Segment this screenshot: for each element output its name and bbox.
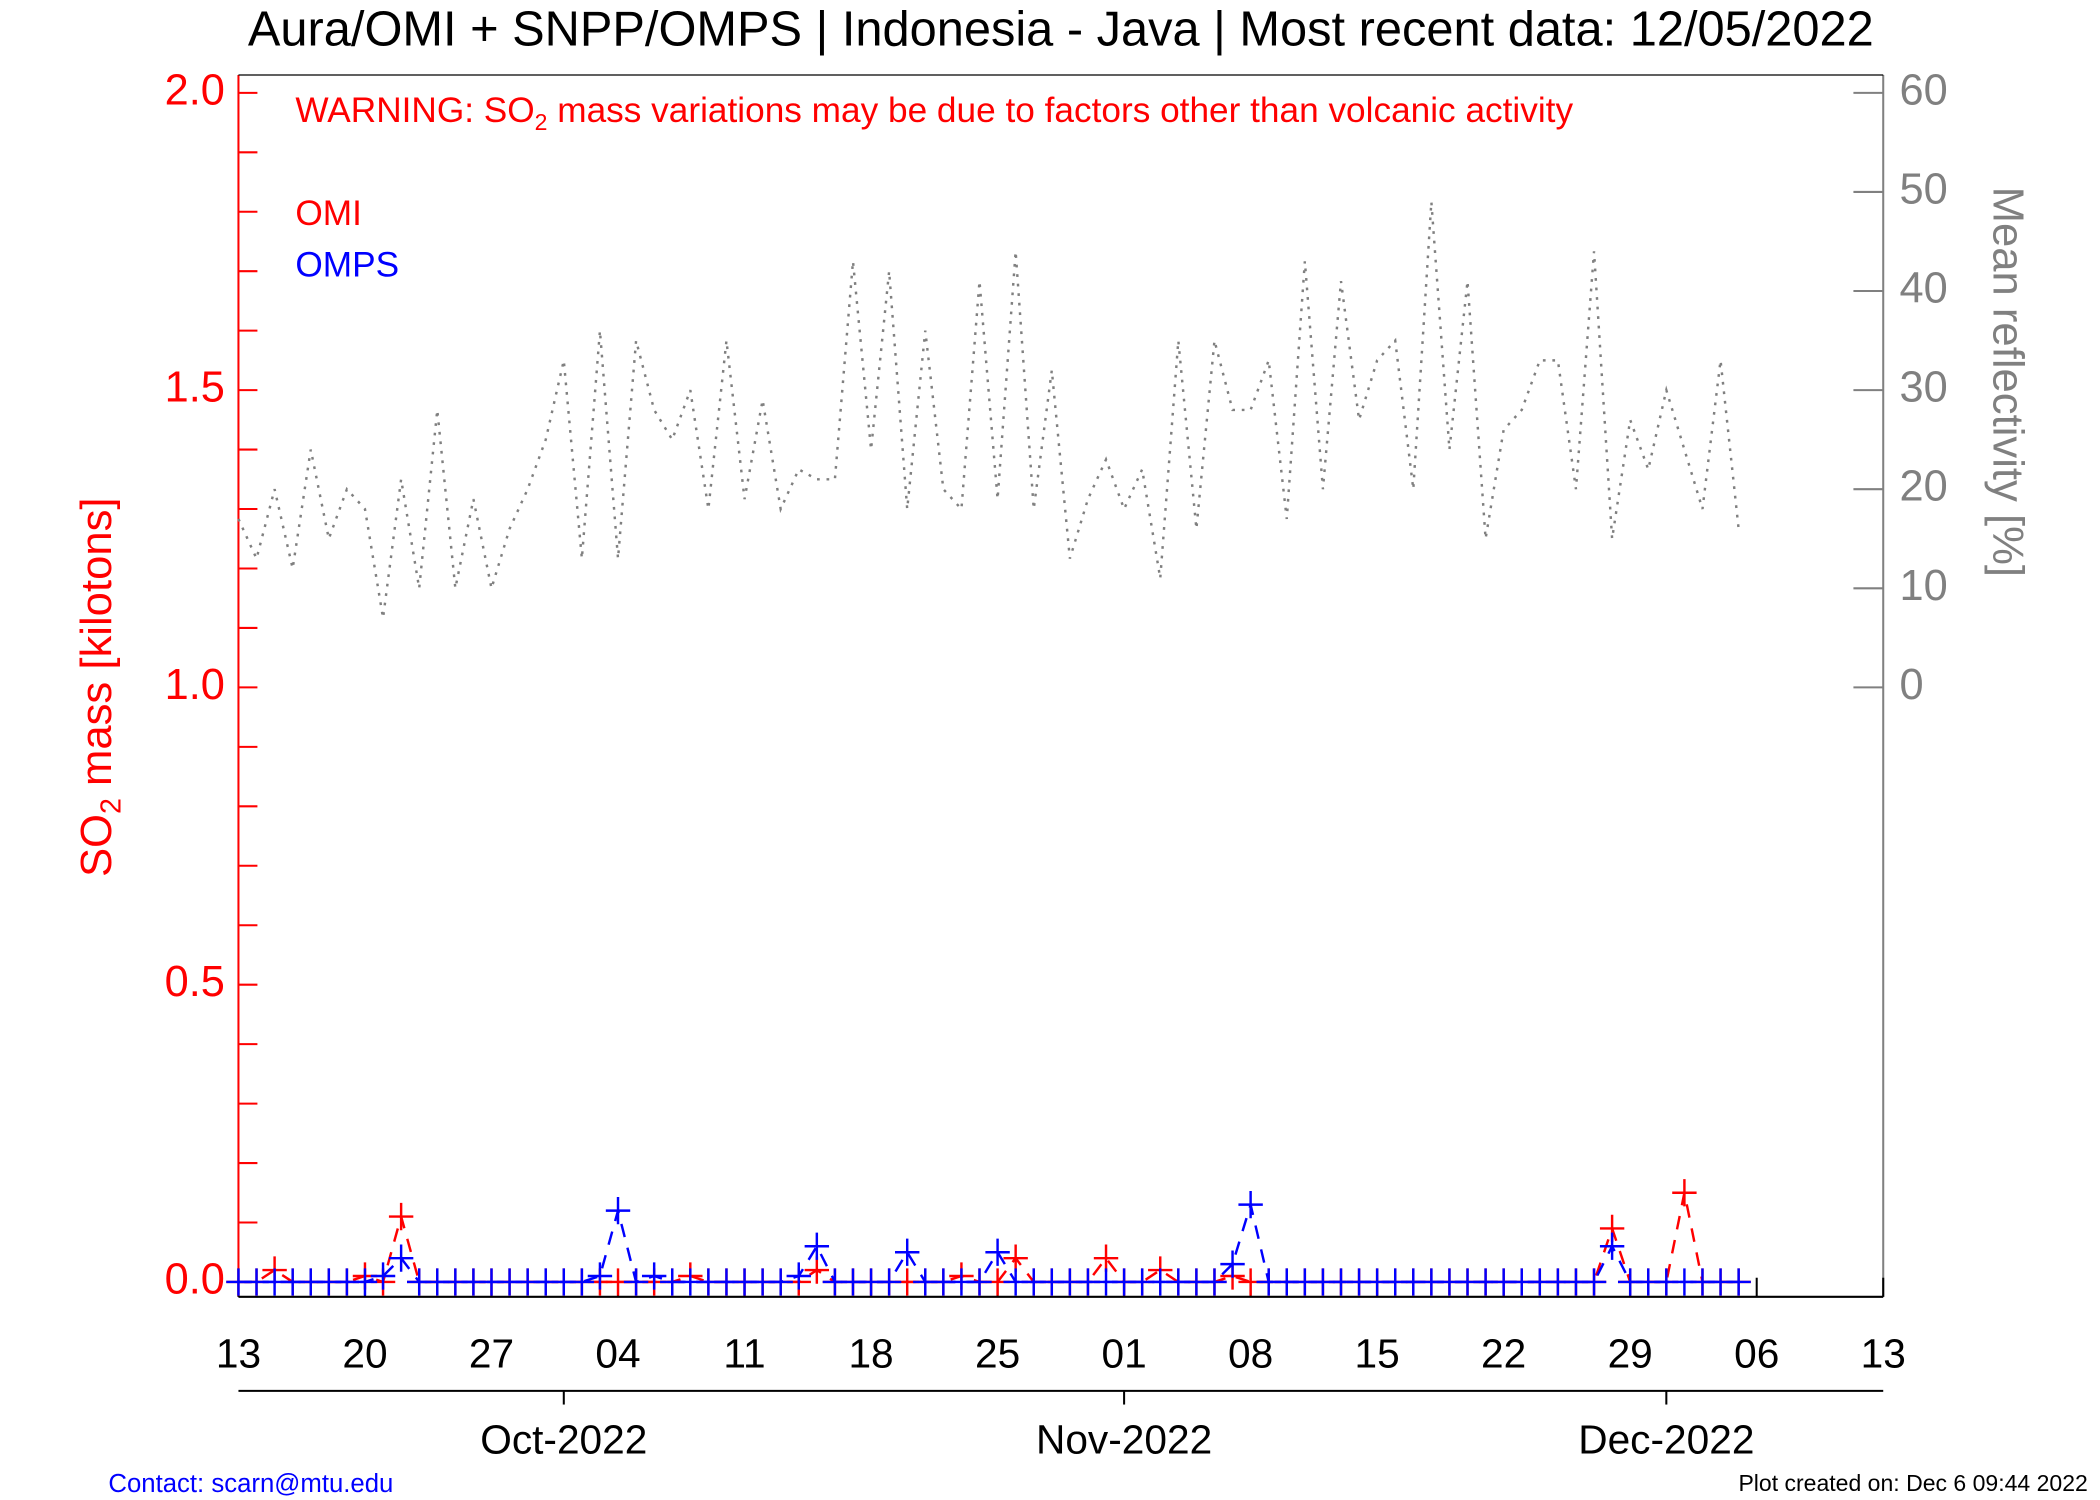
x-tick-label: 13 [216,1330,261,1376]
series-marker [1093,1244,1119,1272]
x-tick-label: 18 [848,1330,893,1376]
x-tick-label: 04 [595,1330,640,1376]
x-tick-label: 01 [1101,1330,1146,1376]
x-tick-label: 13 [1861,1330,1906,1376]
y-axis-label-subscript: 2 [95,798,127,814]
y2-axis-label: Mean reflectivity [%] [1984,187,2032,577]
warning: WARNING: SO2 mass variations may be due … [295,91,1573,135]
warning-text: mass variations may be due to factors ot… [547,91,1573,130]
series-marker [876,1268,902,1296]
reflectivity-line [237,201,1740,619]
y-tick-label: 0.5 [165,958,225,1006]
warning-subscript: 2 [535,109,548,135]
series-marker [1238,1191,1263,1219]
series-marker [804,1232,830,1260]
x-tick-label: 25 [975,1330,1020,1376]
series-marker [1202,1268,1227,1296]
series-marker [352,1268,378,1296]
x-tick-label: 11 [723,1330,765,1376]
y-tick-label: 0.0 [165,1255,225,1303]
month-tick-label: Dec-2022 [1578,1416,1754,1462]
series-marker [895,1238,920,1266]
series-marker [1726,1268,1751,1296]
x-tick-label: 22 [1481,1330,1526,1376]
y-tick-label: 1.0 [165,661,225,709]
x-tick-label: 27 [469,1330,514,1376]
month-tick-label: Oct-2022 [480,1416,647,1462]
x-tick-label: 15 [1355,1330,1400,1376]
y-tick-label: 1.5 [165,364,225,412]
warning-text: WARNING: SO [295,91,534,130]
month-tick-label: Nov-2022 [1036,1416,1212,1462]
series-marker [1672,1179,1697,1207]
series-marker [1220,1250,1245,1278]
chart-title: Aura/OMI + SNPP/OMPS | Indonesia - Java … [248,3,1874,57]
series-marker [1581,1268,1607,1296]
y-axis-label-text: mass [kilotons] [74,497,122,798]
legend-entry: OMPS [295,246,399,285]
series-marker [587,1262,613,1290]
footer-created: Plot created on: Dec 6 09:44 2022 [1738,1470,2087,1496]
y-axis-label-text: SO [74,814,122,877]
y2-tick-label: 10 [1899,562,1947,610]
x-tick-label: 29 [1608,1330,1653,1376]
series-marker [623,1268,649,1296]
y2-tick-label: 50 [1899,165,1947,213]
series-marker [605,1196,631,1225]
series-marker [641,1262,667,1290]
series-marker [985,1238,1010,1266]
series-marker [370,1262,396,1290]
series-marker [1599,1232,1625,1260]
series-marker [786,1262,811,1290]
x-tick-label: 06 [1734,1330,1779,1376]
series-marker [1003,1244,1028,1272]
series-marker [388,1244,414,1272]
y2-tick-label: 30 [1899,364,1947,412]
y-axis-label: SO2 mass [kilotons] [74,497,127,877]
y2-tick-label: 20 [1899,463,1947,511]
series-marker [388,1202,414,1231]
y2-tick-label: 60 [1899,66,1947,114]
series-marker [967,1268,992,1296]
y2-tick-label: 40 [1899,264,1947,312]
x-tick-label: 20 [342,1330,387,1376]
x-tick-label: 08 [1228,1330,1273,1376]
footer-contact: Contact: scarn@mtu.edu [108,1470,393,1498]
legend-entry: OMI [295,194,362,233]
series-marker [804,1256,830,1284]
y2-tick-label: 0 [1899,661,1923,709]
y-tick-label: 2.0 [165,66,225,114]
series-marker [768,1268,793,1296]
series-marker [569,1268,595,1296]
